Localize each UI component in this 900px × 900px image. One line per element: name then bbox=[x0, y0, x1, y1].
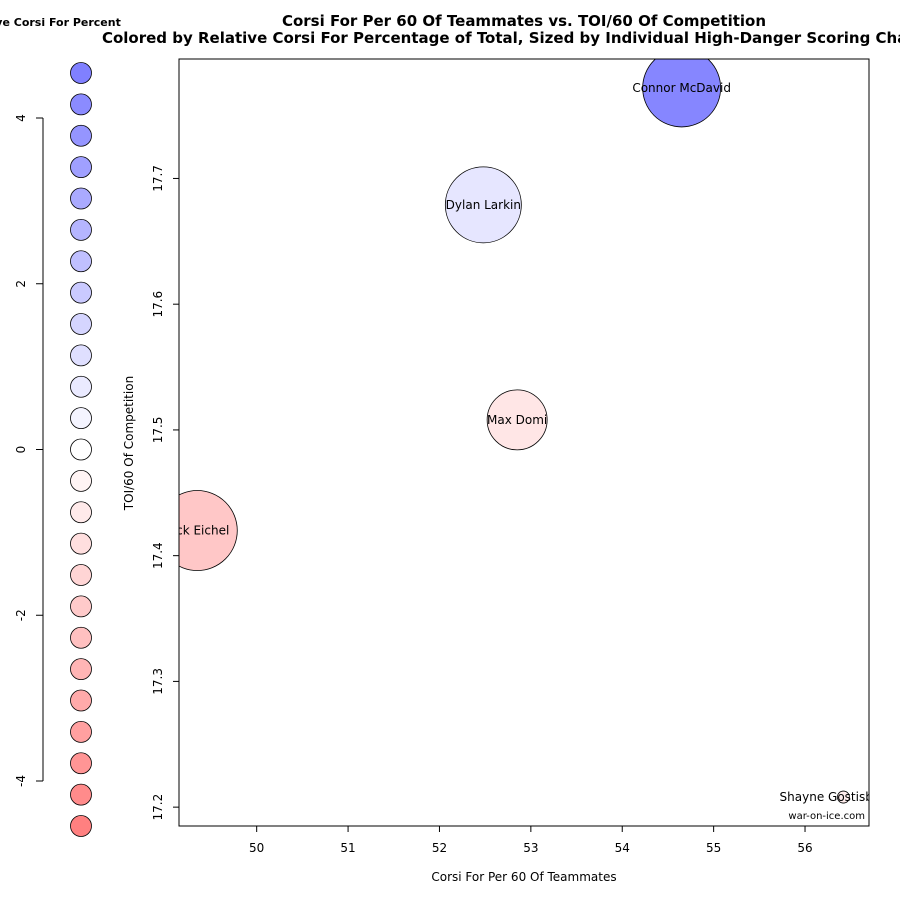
legend-swatch bbox=[70, 501, 92, 524]
bubble-connor-mcdavid bbox=[642, 59, 722, 128]
legend-swatch bbox=[70, 250, 92, 273]
legend-swatch bbox=[70, 564, 92, 586]
x-tick-label: 51 bbox=[340, 841, 355, 855]
x-tick-label: 50 bbox=[249, 841, 264, 855]
chart-subtitle: Colored by Relative Corsi For Percentage… bbox=[102, 29, 900, 47]
legend-swatch bbox=[70, 313, 92, 335]
y-tick-label: 17.5 bbox=[151, 417, 165, 444]
y-tick-label: 17.6 bbox=[151, 291, 165, 318]
bubble-label-jack-eichel: Jack Eichel bbox=[164, 524, 229, 538]
legend-swatch bbox=[70, 281, 92, 304]
y-tick-label: 17.2 bbox=[151, 794, 165, 821]
x-tick-label: 53 bbox=[523, 841, 538, 855]
bubble-shayne-gostisbehere bbox=[837, 790, 850, 804]
legend-swatch bbox=[70, 595, 92, 618]
legend-tick-label: -2 bbox=[14, 609, 28, 621]
legend-swatch bbox=[70, 344, 92, 367]
x-tick-label: 52 bbox=[432, 841, 447, 855]
legend-title: Relative Corsi For Percent bbox=[0, 16, 121, 29]
watermark: war-on-ice.com bbox=[788, 811, 865, 822]
bubble-label-max-domi: Max Domi bbox=[487, 413, 547, 427]
bubble-label-shayne-gostisbehere: Shayne Gostisbehere bbox=[780, 790, 900, 804]
bubble-label-dylan-larkin: Dylan Larkin bbox=[446, 198, 521, 212]
bubble-dylan-larkin bbox=[444, 166, 522, 244]
x-axis: 50 51 52 53 54 55 56 bbox=[249, 826, 813, 855]
legend-swatch bbox=[70, 689, 92, 712]
legend-swatch bbox=[70, 658, 92, 681]
legend-swatch bbox=[70, 375, 92, 398]
x-tick-label: 54 bbox=[615, 841, 630, 855]
legend-swatch bbox=[70, 815, 92, 837]
legend-swatch bbox=[70, 720, 92, 743]
bubble-jack-eichel bbox=[179, 490, 238, 571]
y-axis-label: TOI/60 Of Competition bbox=[122, 376, 136, 511]
y-tick-label: 17.4 bbox=[151, 542, 165, 569]
legend-swatch bbox=[70, 469, 92, 492]
legend-swatches bbox=[70, 62, 92, 837]
legend-swatch bbox=[70, 156, 92, 179]
legend-tick-label: 0 bbox=[14, 446, 28, 454]
bubble-max-domi bbox=[486, 389, 548, 451]
x-tick-label: 56 bbox=[797, 841, 812, 855]
x-axis-label: Corsi For Per 60 Of Teammates bbox=[431, 870, 616, 884]
x-tick-label: 55 bbox=[706, 841, 721, 855]
y-axis: 17.2 17.3 17.4 17.5 17.6 17.7 bbox=[151, 165, 179, 820]
legend-tick-label: 2 bbox=[14, 280, 28, 288]
legend-swatch bbox=[70, 407, 92, 430]
legend-swatch bbox=[70, 532, 92, 555]
legend-swatch bbox=[70, 93, 92, 116]
legend-tick-label: -4 bbox=[14, 775, 28, 787]
plot-area: Connor McDavid Dylan Larkin Max Domi Jack E… bbox=[164, 58, 900, 827]
plot-frame bbox=[178, 58, 870, 827]
legend-swatch bbox=[70, 62, 92, 84]
bubbles bbox=[179, 59, 850, 804]
legend-swatch bbox=[70, 187, 92, 210]
y-tick-label: 17.7 bbox=[151, 165, 165, 192]
legend-tick-label: 4 bbox=[14, 114, 28, 122]
bubble-label-connor-mcdavid: Connor McDavid bbox=[632, 81, 731, 95]
bubble-labels: Connor McDavid Dylan Larkin Max Domi Jack E… bbox=[164, 81, 900, 804]
legend-swatch bbox=[70, 124, 92, 147]
legend-swatch bbox=[70, 218, 92, 241]
legend-swatch bbox=[70, 438, 92, 461]
legend-swatch bbox=[70, 626, 92, 649]
legend-swatch bbox=[70, 752, 92, 775]
y-tick-label: 17.3 bbox=[151, 668, 165, 695]
legend-swatch bbox=[70, 783, 92, 806]
legend-scale: 4 2 0 -2 -4 bbox=[14, 114, 44, 787]
chart-title: Corsi For Per 60 Of Teammates vs. TOI/60… bbox=[282, 12, 766, 30]
